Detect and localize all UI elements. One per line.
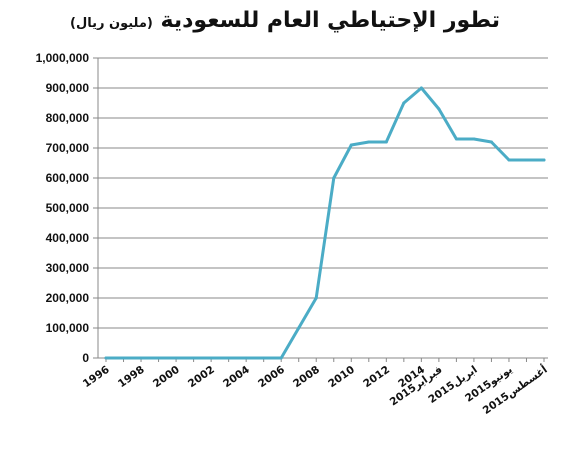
y-tick-label: 300,000 [46, 261, 90, 275]
y-tick-label: 1,000,000 [36, 51, 90, 65]
data-point [104, 356, 108, 360]
series-group [104, 86, 546, 360]
x-tick-label: 2012 [361, 364, 392, 391]
data-point [332, 176, 336, 180]
data-point [192, 356, 196, 360]
gridlines [93, 57, 548, 359]
y-axis-ticks: 0 100,000 200,000 300,000 400,000 500,000 600,… [36, 51, 90, 365]
data-point [262, 356, 266, 360]
data-point [244, 356, 248, 360]
y-tick-label: 0 [82, 351, 89, 365]
data-point [384, 140, 388, 144]
data-point [174, 356, 178, 360]
y-tick-label: 400,000 [46, 231, 90, 245]
x-tick-label: 2006 [256, 364, 287, 391]
x-tick-label: 2010 [326, 364, 357, 391]
x-tick-label: 1998 [116, 364, 147, 391]
data-point [209, 356, 213, 360]
y-tick-label: 500,000 [46, 201, 90, 215]
data-point [507, 158, 511, 162]
x-tick-label: 2000 [151, 364, 182, 391]
data-point [157, 356, 161, 360]
y-tick-label: 100,000 [46, 321, 90, 335]
x-tick-label: 2002 [186, 364, 217, 391]
y-tick-label: 700,000 [46, 141, 90, 155]
data-point [349, 143, 353, 147]
data-point [454, 137, 458, 141]
data-point [524, 158, 528, 162]
data-point [122, 356, 126, 360]
y-tick-label: 900,000 [46, 81, 90, 95]
x-axis-ticks: 1996 1998 2000 2002 2004 2006 2008 2010 2012 2014… [81, 358, 550, 417]
data-point [489, 140, 493, 144]
data-point [437, 107, 441, 111]
chart-title: تطور الإحتياطي العام للسعودية [160, 8, 500, 33]
y-tick-label: 800,000 [46, 111, 90, 125]
data-point [367, 140, 371, 144]
series-line [104, 86, 546, 360]
x-tick-label: 2008 [291, 364, 322, 391]
data-point [279, 356, 283, 360]
data-point [402, 101, 406, 105]
data-point [297, 326, 301, 330]
y-tick-label: 200,000 [46, 291, 90, 305]
x-tick-label: 2004 [221, 364, 252, 391]
chart-title-block: تطور الإحتياطي العام للسعودية (مليون ريا… [0, 6, 570, 39]
data-point [227, 356, 231, 360]
x-tick-label: 1996 [81, 364, 112, 391]
y-tick-label: 600,000 [46, 171, 90, 185]
data-point [419, 86, 423, 90]
data-point [139, 356, 143, 360]
data-point [314, 296, 318, 300]
data-point [472, 137, 476, 141]
data-point [542, 158, 546, 162]
chart-subtitle: (مليون ريال) [70, 16, 153, 31]
